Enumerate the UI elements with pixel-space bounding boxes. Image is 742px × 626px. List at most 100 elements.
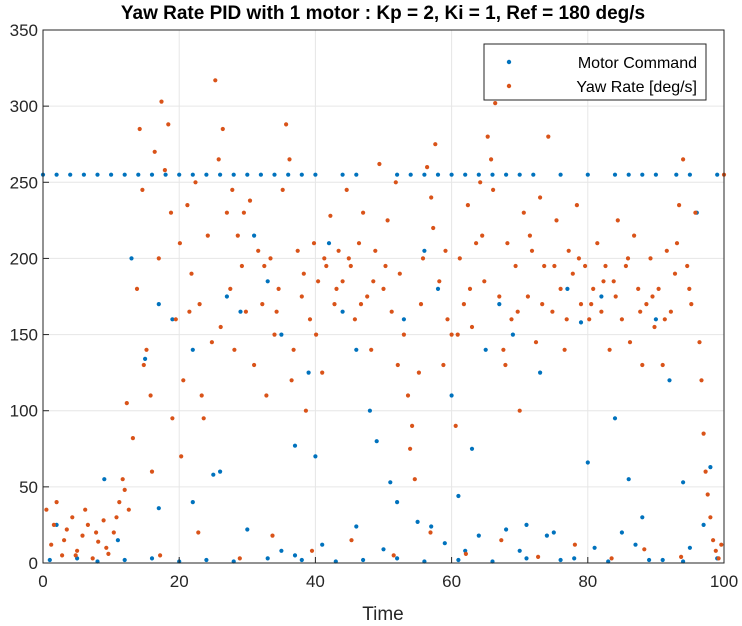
yaw-rate-point (529, 248, 535, 253)
yaw-rate-point (336, 248, 341, 253)
yaw-rate-point (401, 332, 406, 337)
motor-command-point (647, 557, 652, 563)
motor-command-point (252, 233, 257, 238)
yaw-rate-point (405, 393, 411, 398)
yaw-rate-point (62, 538, 67, 543)
motor-command-point (469, 446, 475, 451)
yaw-rate-point (349, 538, 354, 543)
yaw-rate-point (681, 157, 686, 162)
yaw-rate-point (420, 256, 426, 261)
motor-command-point (204, 172, 209, 177)
yaw-rate-point (130, 436, 135, 441)
yaw-rate-point (205, 233, 210, 238)
yaw-rate-point (137, 126, 142, 132)
y-tick-label: 50 (19, 478, 38, 497)
yaw-rate-point (361, 210, 366, 215)
y-tick-label: 350 (10, 21, 38, 40)
yaw-rate-point (674, 241, 680, 246)
motor-command-point (633, 542, 638, 547)
yaw-rate-point (638, 309, 643, 314)
yaw-rate-point (550, 309, 555, 314)
yaw-rate-point (509, 317, 514, 322)
motor-command-point (565, 286, 570, 291)
y-tick-label: 300 (10, 97, 38, 116)
yaw-rate-point (44, 507, 49, 512)
yaw-rate-point (220, 126, 225, 132)
yaw-rate-point (170, 416, 175, 421)
yaw-rate-point (213, 78, 218, 83)
motor-command-point (551, 530, 556, 535)
yaw-rate-point (156, 256, 161, 261)
yaw-rate-point (625, 256, 631, 261)
motor-command-point (429, 524, 434, 529)
yaw-rate-point (542, 263, 547, 269)
yaw-rate-point (162, 168, 167, 173)
yaw-rate-point (497, 294, 502, 299)
motor-command-point (449, 393, 454, 398)
motor-command-point (456, 493, 461, 499)
yaw-rate-point (230, 187, 235, 192)
x-tick-label: 80 (578, 572, 597, 591)
yaw-rate-point (311, 241, 317, 246)
yaw-rate-point (515, 309, 520, 314)
yaw-rate-point (381, 286, 386, 291)
yaw-rate-point (166, 122, 171, 127)
yaw-rate-point (642, 547, 647, 552)
yaw-rate-point (197, 302, 202, 307)
yaw-rate-point (719, 542, 724, 547)
yaw-rate-point (517, 408, 522, 413)
motor-command-point (190, 500, 195, 505)
yaw-rate-point (328, 213, 333, 218)
yaw-rate-point (595, 241, 600, 246)
motor-command-point (47, 557, 52, 563)
motor-command-point (265, 279, 270, 284)
motor-command-point (170, 317, 175, 322)
motor-command-point (218, 172, 223, 177)
yaw-rate-point (493, 101, 498, 106)
motor-command-point (381, 547, 386, 552)
motor-command-point (592, 545, 597, 550)
yaw-rate-point (708, 515, 713, 520)
yaw-rate-point (134, 286, 140, 291)
yaw-rate-point (570, 271, 575, 276)
yaw-rate-point (270, 533, 275, 538)
yaw-rate-point (114, 515, 119, 520)
motor-command-point (320, 542, 325, 547)
yaw-rate-point (601, 279, 606, 284)
yaw-rate-point (309, 548, 315, 553)
yaw-rate-point (289, 378, 294, 383)
motor-command-point (115, 538, 120, 543)
yaw-rate-point (599, 309, 604, 314)
yaw-rate-point (243, 309, 248, 314)
yaw-rate-point (280, 187, 285, 192)
yaw-rate-point (711, 538, 716, 543)
motor-command-point (122, 172, 127, 177)
plot-frame (42, 29, 725, 564)
motor-command-point (109, 172, 114, 177)
yaw-rate-point (264, 393, 269, 398)
yaw-rate-point (632, 233, 637, 238)
yaw-rate-point (480, 233, 485, 238)
x-tick-label: 0 (38, 572, 47, 591)
motor-command-point (395, 500, 400, 505)
yaw-rate-point (558, 286, 563, 291)
motor-command-point (136, 172, 141, 177)
yaw-rate-point (589, 302, 594, 307)
yaw-rate-point (124, 401, 129, 406)
yaw-rate-point (513, 263, 518, 269)
yaw-rate-point (80, 533, 85, 538)
motor-command-point (292, 443, 298, 448)
yaw-rate-point (94, 530, 99, 535)
motor-command-point (122, 557, 127, 563)
yaw-rate-point (144, 347, 149, 352)
yaw-rate-point (216, 157, 221, 162)
yaw-rate-point (501, 347, 506, 352)
yaw-rate-point (619, 317, 625, 322)
motor-command-point (538, 370, 543, 375)
motor-command-point (422, 172, 427, 177)
motor-command-point (517, 548, 522, 553)
yaw-rate-point (235, 233, 240, 238)
yaw-rate-point (583, 263, 588, 269)
motor-command-point (95, 172, 100, 177)
motor-command-point (687, 172, 693, 177)
